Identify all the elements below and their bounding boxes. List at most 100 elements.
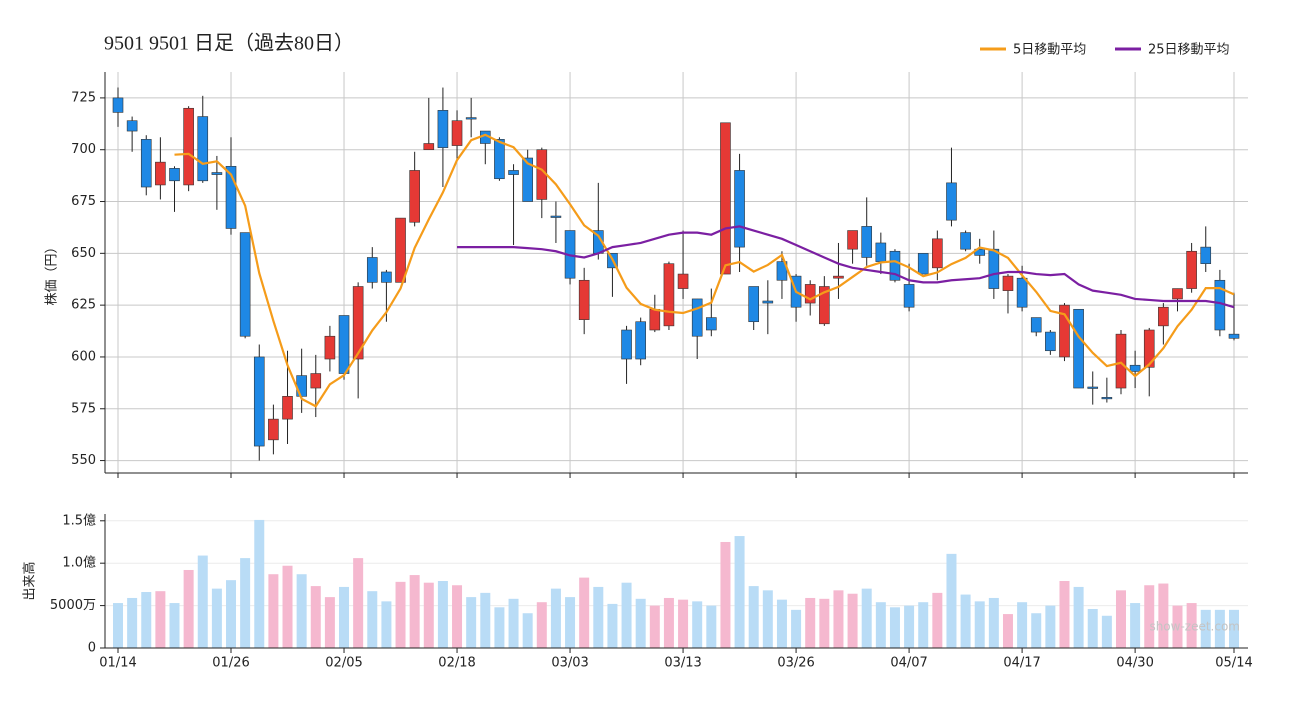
volume-bar	[268, 574, 279, 648]
candle-body	[423, 143, 435, 151]
candle-body	[1045, 331, 1056, 352]
y-tick-label: 725	[71, 90, 96, 105]
volume-bar	[522, 613, 533, 648]
candle-body	[819, 286, 830, 325]
x-tick-label: 01/26	[212, 656, 249, 671]
candle-body	[649, 308, 661, 331]
volume-bar	[282, 565, 293, 648]
candle-body	[1101, 397, 1113, 400]
candle-body	[1143, 329, 1155, 368]
candle-body	[126, 120, 138, 132]
volume-bar	[734, 536, 745, 648]
candle-body	[324, 335, 336, 360]
volume-bar	[550, 588, 561, 648]
y-tick-label: 5000万	[50, 598, 96, 613]
candle-body	[169, 168, 180, 182]
candle-body	[155, 161, 166, 186]
volume-bar	[1031, 613, 1042, 648]
volume-bar	[423, 582, 434, 648]
candle-body	[211, 172, 223, 175]
candle-body	[988, 248, 1000, 289]
volume-bar	[367, 591, 378, 648]
volume-bar	[197, 555, 208, 648]
volume-bar	[1214, 609, 1225, 648]
candle-body	[635, 321, 646, 360]
legend-label: 25日移動平均	[1148, 43, 1230, 58]
candle-body	[522, 157, 533, 202]
volume-bar	[1045, 605, 1056, 648]
volume-bar	[1200, 609, 1211, 648]
candle-body	[183, 107, 194, 186]
volume-bar	[395, 581, 406, 648]
candle-body	[112, 97, 124, 113]
volume-bar	[1002, 614, 1013, 648]
candle-body	[847, 230, 858, 250]
candle-body	[451, 120, 463, 146]
volume-bar	[593, 586, 604, 648]
candle-body	[578, 279, 590, 320]
volume-bar	[692, 601, 703, 648]
candle-body	[352, 286, 364, 360]
candle-body	[197, 116, 209, 182]
candle-body	[932, 238, 943, 269]
candle-body	[338, 315, 350, 374]
volume-bar	[409, 575, 420, 648]
volume-bar	[988, 597, 999, 648]
y-tick-label: 575	[71, 401, 96, 416]
x-tick-label: 04/30	[1116, 656, 1153, 671]
candle-body	[395, 217, 406, 283]
volume-bar	[565, 597, 576, 648]
candle-body	[875, 242, 887, 262]
volume-bar	[875, 602, 886, 648]
volume-bar	[776, 599, 787, 648]
x-tick-label: 04/07	[890, 656, 927, 671]
volume-bar	[720, 541, 731, 648]
y-tick-label: 1.0億	[62, 555, 96, 571]
volume-bar	[1158, 583, 1169, 648]
candle-body	[1002, 275, 1014, 291]
candle-body	[310, 373, 322, 389]
volume-bar	[819, 598, 830, 648]
candle-body	[1200, 246, 1212, 264]
marks: show-zeet.com	[112, 87, 1240, 648]
candle-body	[1087, 386, 1099, 389]
volume-bar	[904, 605, 915, 648]
volume-bar	[847, 593, 858, 648]
candle-body	[691, 298, 703, 337]
volume-bar	[1073, 586, 1084, 648]
x-tick-label: 04/17	[1003, 656, 1040, 671]
candle-body	[437, 110, 449, 148]
candle-body	[1073, 308, 1084, 389]
volume-bar	[678, 599, 689, 648]
volume-bar	[296, 574, 307, 648]
candle-body	[861, 226, 873, 258]
candle-body	[366, 257, 378, 283]
axes: 550 575 600 625 650 675 700 725 0 5000万 1.0億 1.5億 01…	[50, 43, 1253, 671]
volume-bar	[579, 577, 590, 648]
candle-body	[621, 329, 632, 360]
candle-body	[677, 273, 689, 289]
candle-body	[253, 356, 265, 447]
y-axis-label: 出来高	[22, 561, 38, 600]
volume-bar	[946, 553, 957, 648]
candle-body	[239, 232, 251, 337]
watermark: show-zeet.com	[1149, 620, 1240, 634]
volume-bar	[211, 588, 222, 648]
volume-bar	[918, 602, 929, 648]
candle-body	[1172, 288, 1183, 300]
x-tick-label: 05/14	[1215, 656, 1252, 671]
volume-bar	[706, 605, 717, 648]
volume-bar	[1087, 608, 1098, 648]
x-tick-label: 02/05	[325, 656, 362, 671]
volume-bar	[889, 607, 900, 648]
candle-body	[494, 139, 505, 180]
volume-bar	[649, 605, 660, 648]
volume-bar	[155, 591, 166, 648]
volume-bar	[169, 603, 180, 648]
candle-body	[1115, 333, 1127, 389]
y-tick-label: 0	[88, 641, 96, 656]
volume-bar	[974, 601, 985, 648]
x-tick-label: 03/03	[551, 656, 588, 671]
volume-bar	[437, 581, 448, 648]
candle-body	[663, 263, 675, 327]
